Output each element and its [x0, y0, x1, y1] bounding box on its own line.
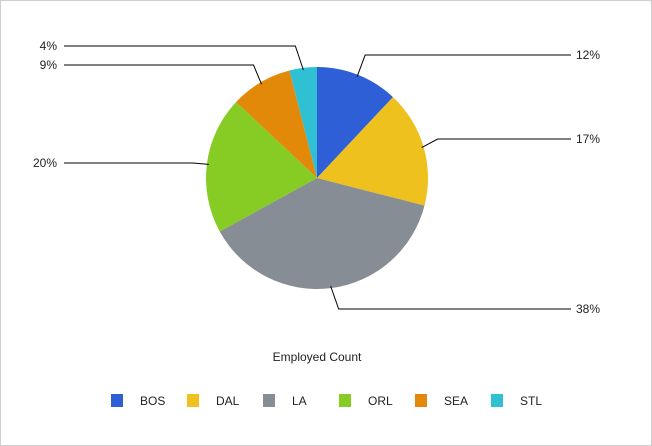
data-label-orl: 20%: [33, 156, 57, 170]
slice-sea[interactable]: [236, 70, 317, 178]
slice-stl[interactable]: [289, 67, 317, 178]
leader-line-la: [330, 285, 571, 310]
leader-line-orl: [64, 162, 209, 165]
data-label-bos: 12%: [576, 48, 600, 62]
slice-bos[interactable]: [317, 67, 393, 178]
data-label-dal: 17%: [576, 132, 600, 146]
leader-line-bos: [356, 54, 571, 77]
leader-line-dal: [421, 138, 571, 149]
slice-orl[interactable]: [206, 102, 317, 232]
data-label-la: 38%: [576, 302, 600, 316]
slice-dal[interactable]: [317, 97, 428, 206]
data-label-stl: 4%: [40, 39, 58, 53]
legend-label-sea: SEA: [444, 394, 468, 408]
slice-la[interactable]: [219, 178, 425, 289]
chart-title: Employed Count: [273, 350, 362, 364]
legend-swatch-bos: [111, 394, 123, 407]
legend-label-stl: STL: [520, 394, 542, 408]
legend-label-orl: ORL: [368, 394, 393, 408]
leader-line-sea: [64, 64, 262, 85]
legend-label-bos: BOS: [140, 394, 165, 408]
legend-label-la: LA: [292, 394, 307, 408]
data-label-sea: 9%: [40, 58, 58, 72]
legend-swatch-orl: [339, 394, 351, 407]
legend-label-dal: DAL: [216, 394, 240, 408]
legend-swatch-la: [263, 394, 275, 407]
leader-line-stl: [64, 45, 304, 71]
legend-swatch-stl: [491, 394, 503, 407]
legend-swatch-dal: [187, 394, 199, 407]
legend-swatch-sea: [415, 394, 427, 407]
